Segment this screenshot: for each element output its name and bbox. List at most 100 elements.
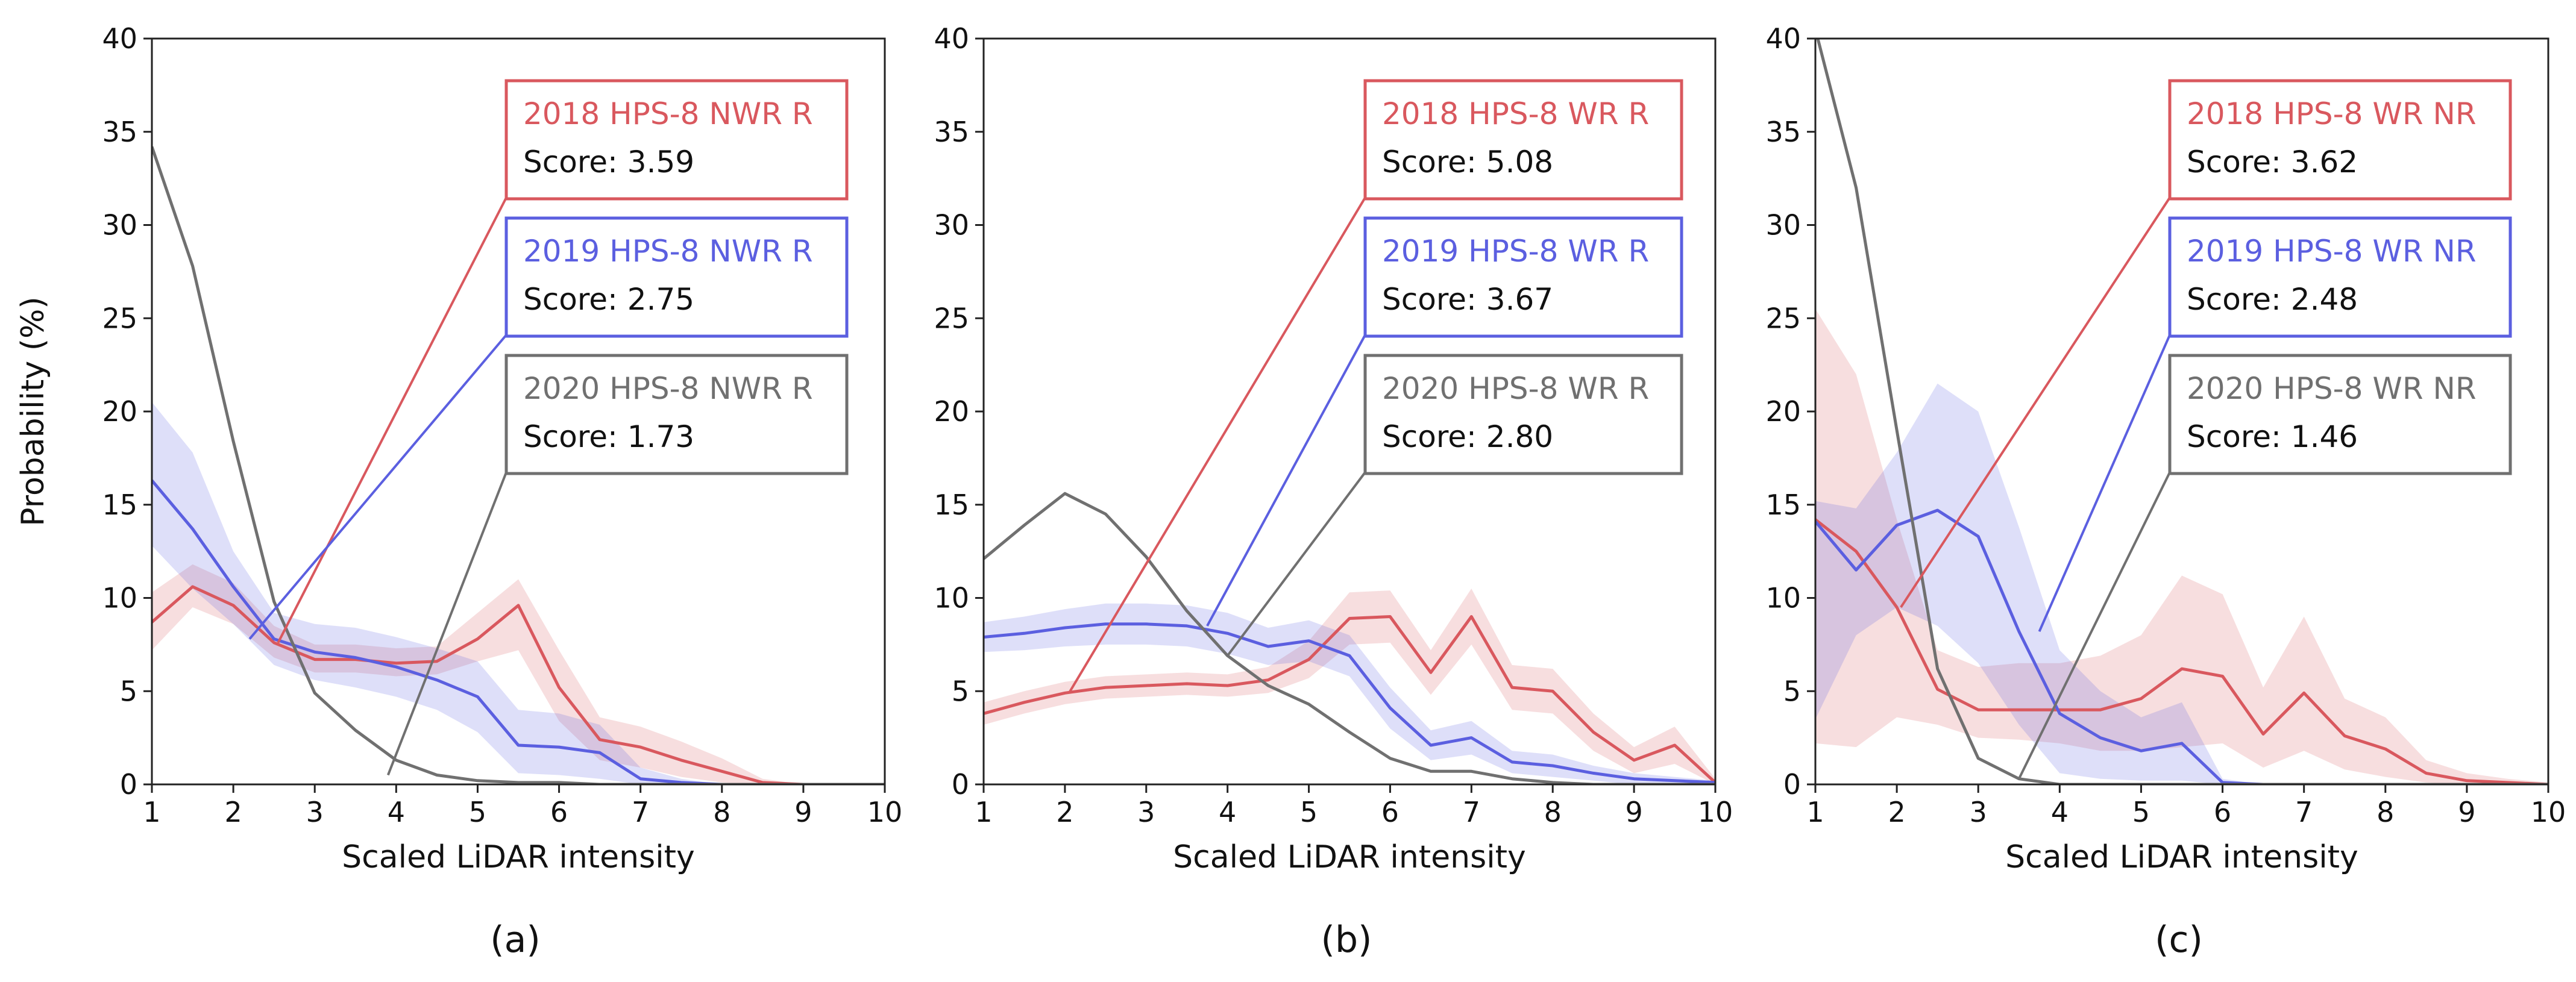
plot-area xyxy=(984,492,1715,784)
point-series-0 xyxy=(1064,692,1066,694)
point-series-1 xyxy=(1105,623,1107,625)
point-series-0 xyxy=(680,759,682,761)
point-series-0 xyxy=(1471,616,1472,618)
point-series-0 xyxy=(477,638,479,640)
point-series-0 xyxy=(2384,748,2386,750)
y-tick-label: 25 xyxy=(934,302,969,334)
panel-label: (c) xyxy=(2155,919,2203,961)
y-tick-label: 40 xyxy=(102,22,137,55)
point-series-0 xyxy=(1978,709,1979,711)
point-series-1 xyxy=(2018,631,2020,633)
legend-score: Score: 3.62 xyxy=(2187,145,2358,180)
panel-b: 1 2 3 4 5 6 7 8 9 10 0 5 10 15 20 25 30 35 40 Scaled LiDAR … xyxy=(934,22,1733,961)
point-series-0 xyxy=(558,687,560,689)
x-tick-label: 5 xyxy=(469,796,486,828)
x-tick-label: 9 xyxy=(1625,796,1642,828)
legend-series-name: 2020 HPS-8 WR R xyxy=(1382,371,1649,406)
point-series-0 xyxy=(2466,780,2468,781)
point-series-1 xyxy=(1389,707,1391,709)
point-series-1 xyxy=(1023,633,1025,634)
point-series-0 xyxy=(273,642,275,643)
point-series-1 xyxy=(639,778,641,780)
point-series-2 xyxy=(1389,757,1391,759)
x-tick-label: 7 xyxy=(1463,796,1480,828)
panel-label: (b) xyxy=(1321,919,1372,961)
point-series-0 xyxy=(1349,618,1351,619)
legend-score: Score: 5.08 xyxy=(1382,145,1553,180)
legend-score: Score: 1.46 xyxy=(2187,419,2358,454)
point-series-0 xyxy=(2303,692,2305,694)
line-series-2 xyxy=(152,146,885,784)
y-tick-label: 0 xyxy=(952,768,969,801)
point-series-0 xyxy=(599,739,601,740)
legend-series-name: 2018 HPS-8 NWR R xyxy=(523,96,813,131)
point-series-0 xyxy=(518,604,520,606)
point-series-1 xyxy=(1552,765,1554,767)
point-series-1 xyxy=(1633,778,1635,780)
point-series-1 xyxy=(1674,780,1676,781)
point-series-0 xyxy=(2099,709,2101,711)
y-tick-label: 30 xyxy=(102,209,137,242)
x-tick-label: 6 xyxy=(550,796,568,828)
legend-box xyxy=(2168,354,2512,475)
point-series-2 xyxy=(354,730,356,731)
y-tick-label: 0 xyxy=(1783,768,1801,801)
x-tick-label: 10 xyxy=(867,796,903,828)
x-tick-label: 4 xyxy=(388,796,405,828)
point-series-0 xyxy=(1937,689,1938,690)
legend-connector xyxy=(248,334,507,640)
x-axis-label: Scaled LiDAR intensity xyxy=(1173,839,1526,875)
point-series-1 xyxy=(1145,623,1147,625)
x-tick-label: 8 xyxy=(713,796,730,828)
point-series-2 xyxy=(1268,685,1269,687)
point-series-1 xyxy=(1592,772,1594,774)
y-tick-label: 30 xyxy=(1765,209,1801,242)
legend-box xyxy=(2168,79,2512,201)
point-series-2 xyxy=(1064,493,1066,495)
legend-series-name: 2018 HPS-8 WR R xyxy=(1382,96,1649,131)
legend-box xyxy=(1363,216,1683,338)
point-series-2 xyxy=(436,774,438,776)
point-series-1 xyxy=(1855,569,1857,571)
panel-label: (a) xyxy=(490,919,541,961)
point-series-2 xyxy=(1308,703,1310,705)
point-series-0 xyxy=(2263,733,2264,735)
line-series-0 xyxy=(152,585,885,784)
point-series-2 xyxy=(558,781,560,783)
y-tick-label: 35 xyxy=(102,116,137,148)
point-series-1 xyxy=(314,651,316,653)
point-series-0 xyxy=(1227,685,1228,687)
y-tick-label: 25 xyxy=(1765,302,1801,334)
x-tick-label: 6 xyxy=(1381,796,1399,828)
legend-series-name: 2019 HPS-8 WR R xyxy=(1382,234,1649,269)
legend-series-name: 2018 HPS-8 WR NR xyxy=(2187,96,2477,131)
band-series-0 xyxy=(1815,308,2548,784)
y-tick-label: 15 xyxy=(934,489,969,521)
legend-score: Score: 3.59 xyxy=(523,145,694,180)
x-tick-label: 10 xyxy=(1698,796,1733,828)
point-series-2 xyxy=(1978,757,1979,759)
line-series-0 xyxy=(1815,518,2548,784)
legend-score: Score: 2.80 xyxy=(1382,419,1553,454)
legend-score: Score: 2.75 xyxy=(523,282,694,317)
point-series-0 xyxy=(721,771,723,772)
line-series-0 xyxy=(984,615,1715,784)
point-series-1 xyxy=(395,666,397,668)
point-series-0 xyxy=(1308,658,1310,660)
point-series-2 xyxy=(314,692,316,694)
point-series-1 xyxy=(1227,633,1228,634)
legend-score: Score: 3.67 xyxy=(1382,282,1553,317)
point-series-0 xyxy=(1145,685,1147,687)
legend-series-name: 2019 HPS-8 WR NR xyxy=(2187,234,2477,269)
x-tick-label: 8 xyxy=(2377,796,2394,828)
point-series-0 xyxy=(2344,735,2346,737)
x-tick-label: 9 xyxy=(794,796,812,828)
legend-series-name: 2020 HPS-8 NWR R xyxy=(523,371,813,406)
point-series-0 xyxy=(1633,759,1635,761)
x-tick-label: 7 xyxy=(2295,796,2313,828)
y-tick-label: 35 xyxy=(934,116,969,148)
point-series-2 xyxy=(273,601,275,602)
point-series-0 xyxy=(1511,687,1513,689)
point-series-2 xyxy=(1105,513,1107,515)
x-axis-label: Scaled LiDAR intensity xyxy=(2005,839,2358,875)
